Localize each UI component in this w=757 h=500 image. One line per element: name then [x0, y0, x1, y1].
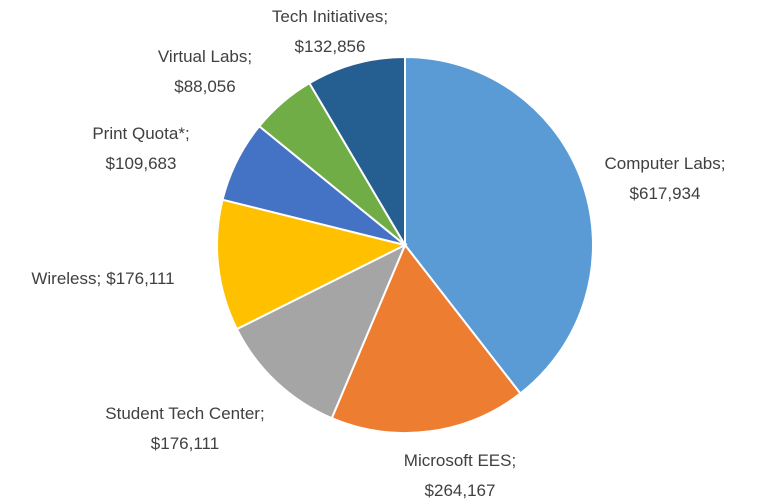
pie-slice	[308, 55, 406, 249]
separator: ;	[97, 269, 102, 288]
slice-label: Computer Labs; $617,934	[605, 154, 726, 203]
pie-slice	[330, 243, 522, 434]
slice-label: Tech Initiatives; $132,856	[272, 7, 388, 56]
category-name: Virtual Labs	[158, 47, 247, 66]
pie-slice	[235, 242, 407, 420]
pie-slice	[404, 55, 594, 395]
slice-label: Virtual Labs; $88,056	[158, 47, 252, 96]
slice-label: Microsoft EES; $264,167	[404, 451, 516, 500]
category-name: Tech Initiatives	[272, 7, 384, 26]
category-name: Print Quota*	[92, 124, 185, 143]
value-label: $176,111	[151, 434, 219, 453]
slice-label: Print Quota*; $109,683	[92, 124, 189, 173]
separator: ;	[260, 404, 265, 423]
value-label: $88,056	[174, 77, 235, 96]
separator: ;	[247, 47, 252, 66]
separator: ;	[721, 154, 726, 173]
category-name: Microsoft EES	[404, 451, 512, 470]
category-name: Student Tech Center	[105, 404, 260, 423]
value-label: $132,856	[295, 37, 366, 56]
value-label: $264,167	[425, 481, 496, 500]
slice-label: Wireless; $176,111	[31, 269, 174, 288]
value-label: $176,111	[106, 269, 174, 288]
value-label: $617,934	[630, 184, 701, 203]
value-label: $109,683	[106, 154, 177, 173]
separator: ;	[185, 124, 190, 143]
pie-slice	[216, 198, 408, 331]
slice-label: Student Tech Center; $176,111	[105, 404, 264, 453]
category-name: Wireless	[31, 269, 96, 288]
category-name: Computer Labs	[605, 154, 721, 173]
separator: ;	[511, 451, 516, 470]
separator: ;	[383, 7, 388, 26]
